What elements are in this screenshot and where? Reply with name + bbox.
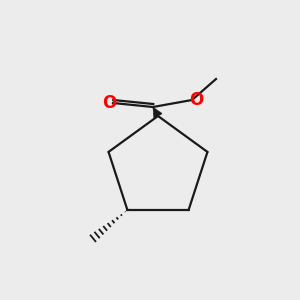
Text: O: O (102, 94, 116, 112)
Text: O: O (189, 91, 203, 109)
